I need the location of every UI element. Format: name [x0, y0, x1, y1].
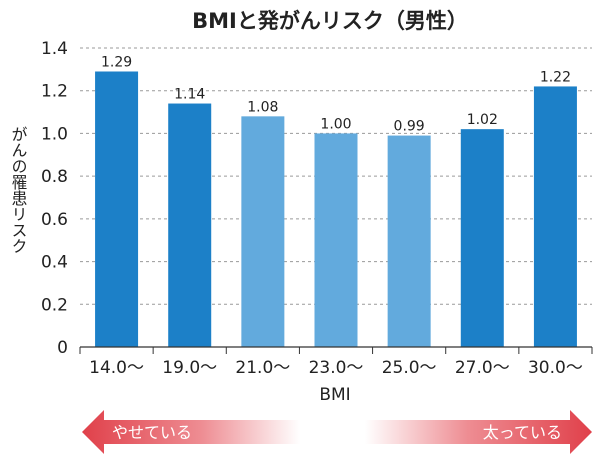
y-tick-label: 0	[57, 338, 68, 358]
x-tick-label: 30.0〜	[528, 358, 583, 378]
x-tick-label: 27.0〜	[455, 358, 510, 378]
bar	[314, 133, 358, 347]
data-label: 1.00	[320, 116, 351, 132]
y-tick-label: 0.8	[41, 167, 68, 187]
data-label: 1.02	[467, 112, 498, 128]
x-tick-label: 25.0〜	[382, 358, 437, 378]
bar	[241, 116, 285, 347]
x-tick-label: 21.0〜	[235, 358, 290, 378]
x-axis-label: BMI	[319, 385, 350, 405]
bar	[387, 135, 431, 347]
bar	[95, 71, 139, 347]
data-label: 1.29	[101, 54, 132, 70]
bar	[460, 129, 504, 347]
y-tick-label: 0.4	[41, 253, 68, 273]
y-tick-label: 1.0	[41, 124, 68, 144]
x-axis-ticks: 14.0〜 19.0〜 21.0〜 23.0〜 25.0〜 27.0〜 30.0〜	[79, 347, 593, 378]
bar	[533, 86, 577, 347]
y-tick-label: 0.2	[41, 295, 68, 315]
fat-direction-arrow	[365, 410, 592, 454]
x-tick-label: 14.0〜	[89, 358, 144, 378]
thin-direction-arrow	[82, 410, 300, 454]
x-tick-label: 23.0〜	[309, 358, 364, 378]
gridlines	[80, 47, 592, 305]
fat-arrow-label: 太っている	[483, 423, 562, 442]
thin-arrow-label: やせている	[112, 423, 192, 442]
data-labels: 1.29 1.14 1.08 1.00 0.99 1.02 1.22	[101, 54, 571, 134]
y-axis-ticks: 0 0.2 0.4 0.6 0.8 1.0 1.2 1.4	[41, 39, 68, 358]
data-label: 1.14	[174, 87, 205, 103]
y-axis-label: がんの罹患リスク	[9, 126, 28, 254]
y-tick-label: 1.2	[41, 82, 68, 102]
chart-title: BMIと発がんリスク（男性）	[192, 9, 468, 33]
data-label: 0.99	[394, 119, 425, 135]
data-label: 1.08	[247, 99, 278, 115]
y-tick-label: 1.4	[41, 39, 68, 59]
bars	[95, 71, 577, 348]
bar	[168, 103, 212, 348]
x-tick-label: 19.0〜	[162, 358, 217, 378]
data-label: 1.22	[540, 69, 571, 85]
y-tick-label: 0.6	[41, 210, 68, 230]
